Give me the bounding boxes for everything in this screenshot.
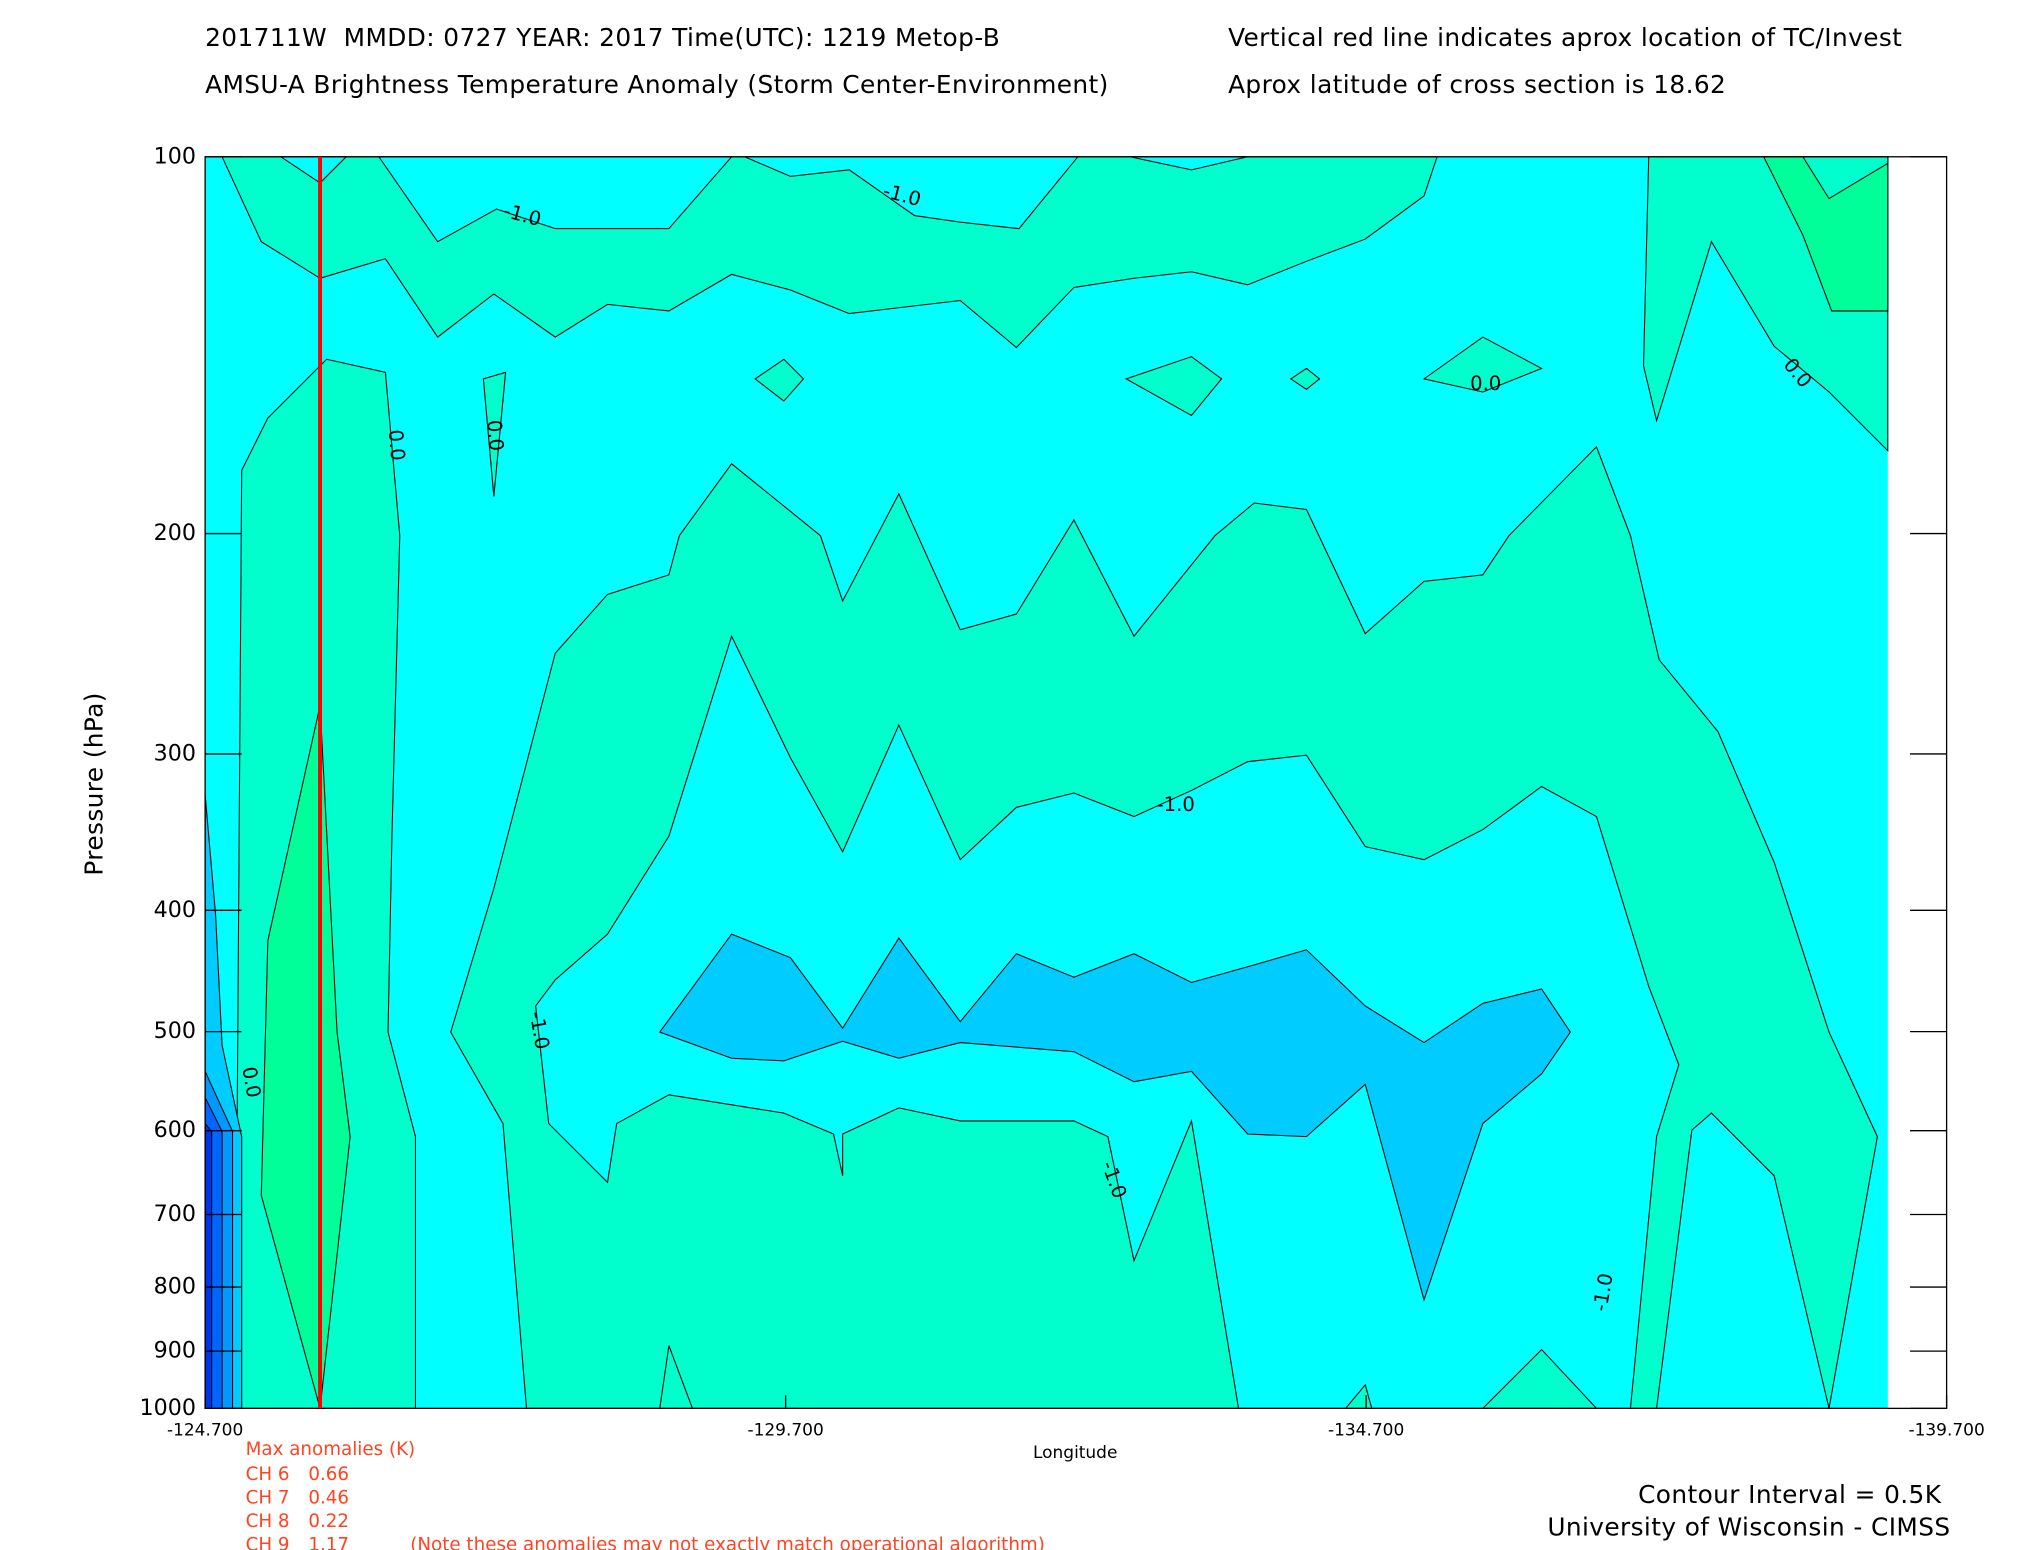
channel-name: CH 9 (246, 1535, 290, 1550)
y-tick-label: 700 (154, 1201, 196, 1227)
y-tick-label: 100 (154, 143, 196, 169)
contour-region (377, 156, 733, 243)
note: Aprox latitude of cross section is 18.62 (1228, 70, 1726, 99)
y-tick-label: 800 (154, 1274, 196, 1300)
contour-interval: Contour Interval = 0.5K (1638, 1480, 1942, 1509)
y-tick-label: 300 (154, 740, 196, 766)
contour-region (1422, 336, 1543, 393)
x-tick-label: -134.700 (1328, 1421, 1404, 1441)
y-tick-label: 600 (154, 1117, 196, 1143)
contour-region (1124, 356, 1223, 417)
y-tick-label: 900 (154, 1338, 196, 1364)
x-tick-label: -139.700 (1908, 1421, 1984, 1441)
y-tick-label: 200 (154, 520, 196, 546)
x-tick-label: -129.700 (747, 1421, 823, 1441)
contour-region (1289, 367, 1321, 390)
anomaly-title: Max anomalies (K) (246, 1439, 416, 1460)
channel-value: 1.17 (308, 1535, 349, 1550)
channel-name: CH 6 (246, 1464, 290, 1485)
y-tick-label: 500 (154, 1018, 196, 1044)
anomaly-note: (Note these anomalies may not exactly ma… (410, 1535, 1045, 1550)
contour-label: 0.0 (384, 429, 410, 462)
channel-name: CH 8 (246, 1511, 290, 1532)
x-axis-label: Longitude (1033, 1443, 1117, 1463)
y-tick-label: 1000 (139, 1395, 195, 1421)
subtitle: AMSU-A Brightness Temperature Anomaly (S… (205, 70, 1109, 99)
credit: University of Wisconsin - CIMSS (1547, 1513, 1950, 1542)
contour-label: -1.0 (1157, 793, 1195, 816)
contour-region (744, 156, 1079, 230)
channel-value: 0.22 (308, 1511, 349, 1532)
contour-field (204, 156, 1889, 1409)
contour-label: 0.0 (1470, 372, 1501, 395)
contour-label: 0.0 (237, 1065, 265, 1100)
contour-region (658, 933, 1571, 1302)
plot-frame (204, 156, 1948, 1410)
contour-region (754, 358, 805, 402)
channel-value: 0.66 (308, 1464, 349, 1485)
channel-name: CH 7 (246, 1488, 290, 1509)
x-tick-label: -124.700 (167, 1421, 243, 1441)
contour-label: 0.0 (482, 419, 508, 452)
contour-region (482, 371, 507, 497)
y-tick-label: 400 (154, 897, 196, 923)
contour-region (204, 1122, 213, 1409)
y-axis-label: Pressure (hPa) (79, 692, 108, 875)
channel-value: 0.46 (308, 1488, 349, 1509)
title: 201711W MMDD: 0727 YEAR: 2017 Time(UTC):… (205, 23, 1000, 52)
note: Vertical red line indicates aprox locati… (1228, 23, 1902, 52)
